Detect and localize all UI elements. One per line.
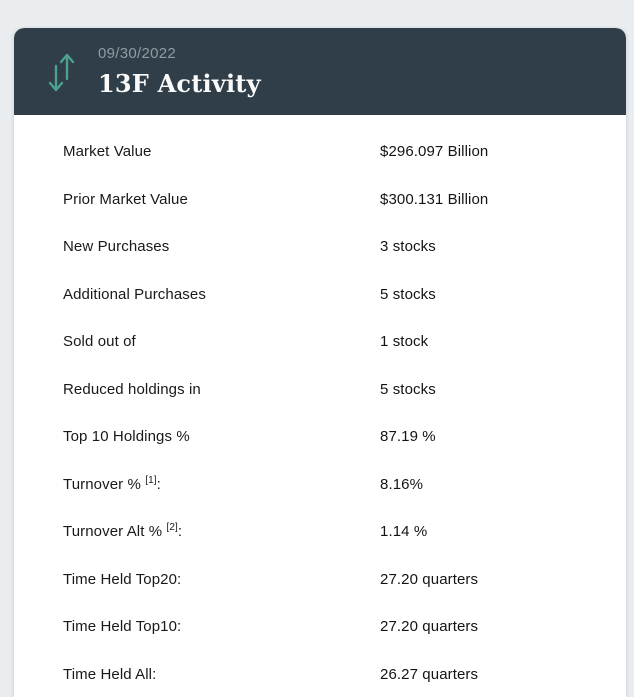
stat-label-text: Time Held Top20: bbox=[63, 570, 182, 588]
header-text-block: 09/30/2022 13F Activity bbox=[98, 44, 261, 99]
stat-label-suffix: : bbox=[156, 475, 161, 493]
13f-activity-card: 09/30/2022 13F Activity Market Value $29… bbox=[14, 28, 626, 697]
stat-label: Sold out of bbox=[14, 333, 136, 350]
stat-row: Additional Purchases 5 stocks bbox=[14, 271, 626, 319]
card-title: 13F Activity bbox=[98, 69, 261, 98]
stat-label-suffix: : bbox=[177, 523, 183, 541]
stat-label: Time Held All: bbox=[14, 666, 156, 683]
stat-label: Reduced holdings in bbox=[14, 381, 201, 398]
stat-label-text: Time Held Top10: bbox=[63, 618, 182, 636]
stat-label: Market Value bbox=[14, 143, 151, 160]
footnote-marker: [1] bbox=[145, 474, 157, 486]
stat-row: Turnover % [1]: 8.16% bbox=[14, 461, 626, 509]
footnote-marker: [2] bbox=[166, 522, 178, 534]
stat-value: 26.27 quarters bbox=[380, 665, 479, 683]
stat-label-text: Turnover % bbox=[63, 475, 146, 493]
stat-value: 87.19 % bbox=[380, 428, 436, 446]
stat-row: Time Held Top10: 27.20 quarters bbox=[14, 603, 626, 651]
stat-label: New Purchases bbox=[14, 238, 169, 255]
stat-label-text: Sold out of bbox=[63, 333, 136, 351]
stat-row: Reduced holdings in 5 stocks bbox=[14, 366, 626, 414]
card-header: 09/30/2022 13F Activity bbox=[14, 28, 626, 115]
stat-value: 3 stocks bbox=[380, 238, 436, 256]
stat-label-text: Prior Market Value bbox=[63, 190, 188, 208]
stat-row: Top 10 Holdings % 87.19 % bbox=[14, 413, 626, 461]
stat-value: $296.097 Billion bbox=[380, 143, 489, 161]
stat-label-text: Reduced holdings in bbox=[63, 380, 201, 398]
stat-label: Turnover Alt % [2]: bbox=[14, 522, 183, 541]
stat-value: 5 stocks bbox=[380, 380, 436, 398]
stat-value: 1 stock bbox=[380, 333, 429, 351]
stat-row: Market Value $296.097 Billion bbox=[14, 128, 626, 176]
stat-value: 5 stocks bbox=[380, 285, 436, 303]
stat-label: Prior Market Value bbox=[14, 191, 188, 208]
stat-label: Top 10 Holdings % bbox=[14, 428, 190, 445]
stat-row: Sold out of 1 stock bbox=[14, 318, 626, 366]
stat-value: $300.131 Billion bbox=[380, 190, 489, 208]
stat-row: Turnover Alt % [2]: 1.14 % bbox=[14, 508, 626, 556]
stat-value: 27.20 quarters bbox=[380, 618, 479, 636]
report-date: 09/30/2022 bbox=[98, 45, 177, 62]
stat-value: 8.16% bbox=[380, 475, 424, 493]
stat-label-text: Market Value bbox=[63, 143, 152, 161]
stat-label-text: Turnover Alt % bbox=[63, 523, 167, 541]
stat-label: Time Held Top20: bbox=[14, 571, 181, 588]
stat-label-text: Time Held All: bbox=[63, 665, 157, 683]
stat-row: Time Held Top20: 27.20 quarters bbox=[14, 556, 626, 604]
stat-label: Additional Purchases bbox=[14, 286, 206, 303]
swap-vertical-arrows-icon bbox=[48, 53, 75, 91]
stat-value: 27.20 quarters bbox=[380, 570, 479, 588]
stat-label: Time Held Top10: bbox=[14, 618, 181, 635]
stat-label: Turnover % [1]: bbox=[14, 474, 161, 493]
stats-rows-container: Market Value $296.097 Billion Prior Mark… bbox=[14, 115, 626, 697]
stat-label-text: Top 10 Holdings % bbox=[63, 428, 190, 446]
stat-label-text: Additional Purchases bbox=[63, 285, 206, 303]
stat-row: Time Held All: 26.27 quarters bbox=[14, 651, 626, 697]
stat-label-text: New Purchases bbox=[63, 238, 170, 256]
stat-row: Prior Market Value $300.131 Billion bbox=[14, 176, 626, 224]
stat-value: 1.14 % bbox=[380, 523, 428, 541]
stat-row: New Purchases 3 stocks bbox=[14, 223, 626, 271]
